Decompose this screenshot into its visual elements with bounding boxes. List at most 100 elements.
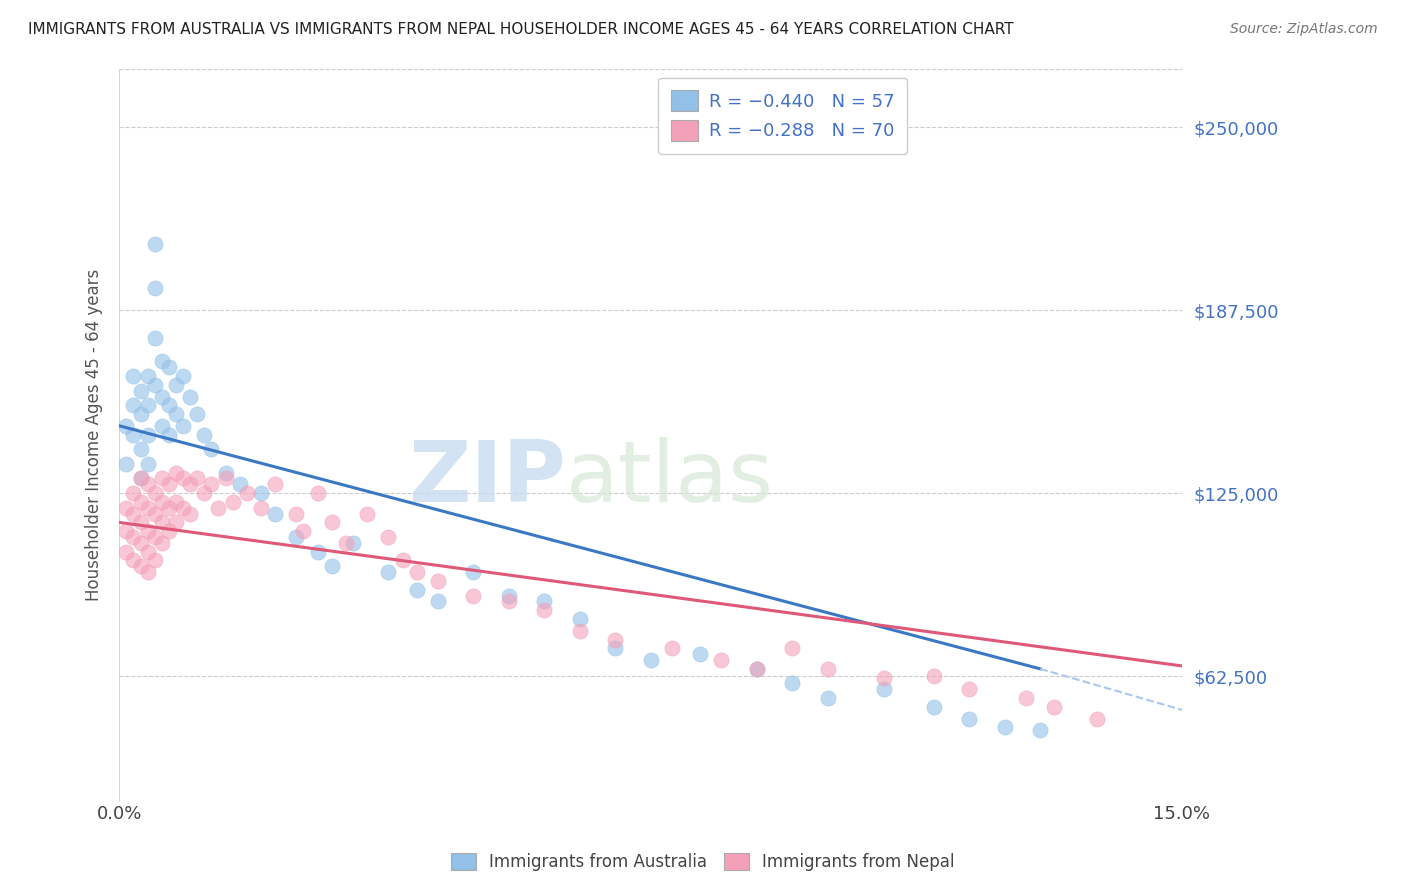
Point bbox=[463, 565, 485, 579]
Point bbox=[129, 495, 152, 509]
Point bbox=[150, 536, 173, 550]
Point bbox=[307, 486, 329, 500]
Point bbox=[228, 477, 250, 491]
Point bbox=[463, 589, 485, 603]
Point bbox=[405, 565, 427, 579]
Point bbox=[136, 457, 159, 471]
Point bbox=[150, 471, 173, 485]
Point bbox=[377, 530, 399, 544]
Point bbox=[873, 671, 896, 685]
Point bbox=[136, 398, 159, 412]
Point bbox=[172, 471, 194, 485]
Point bbox=[221, 495, 243, 509]
Point bbox=[922, 669, 945, 683]
Point bbox=[165, 516, 187, 530]
Legend: R = −0.440   N = 57, R = −0.288   N = 70: R = −0.440 N = 57, R = −0.288 N = 70 bbox=[658, 78, 907, 153]
Point bbox=[157, 398, 180, 412]
Point bbox=[1043, 700, 1066, 714]
Point bbox=[250, 500, 273, 515]
Point bbox=[115, 524, 138, 539]
Point bbox=[150, 495, 173, 509]
Point bbox=[129, 559, 152, 574]
Point bbox=[250, 486, 273, 500]
Point bbox=[745, 662, 768, 676]
Point bbox=[307, 545, 329, 559]
Point bbox=[710, 653, 733, 667]
Point bbox=[285, 507, 308, 521]
Point bbox=[817, 691, 839, 706]
Point bbox=[129, 471, 152, 485]
Point bbox=[780, 641, 803, 656]
Text: IMMIGRANTS FROM AUSTRALIA VS IMMIGRANTS FROM NEPAL HOUSEHOLDER INCOME AGES 45 - : IMMIGRANTS FROM AUSTRALIA VS IMMIGRANTS … bbox=[28, 22, 1014, 37]
Text: ZIP: ZIP bbox=[408, 437, 565, 520]
Point bbox=[122, 530, 145, 544]
Point bbox=[689, 647, 711, 661]
Point bbox=[136, 545, 159, 559]
Point bbox=[236, 486, 259, 500]
Point bbox=[143, 530, 166, 544]
Point bbox=[129, 384, 152, 398]
Point bbox=[533, 603, 555, 617]
Point bbox=[498, 594, 520, 608]
Point bbox=[264, 507, 287, 521]
Point bbox=[150, 354, 173, 368]
Point bbox=[157, 360, 180, 375]
Point bbox=[264, 477, 287, 491]
Point bbox=[427, 594, 450, 608]
Point bbox=[214, 466, 236, 480]
Point bbox=[115, 545, 138, 559]
Point bbox=[342, 536, 364, 550]
Point bbox=[186, 407, 208, 421]
Point bbox=[143, 553, 166, 567]
Point bbox=[200, 477, 222, 491]
Point bbox=[157, 500, 180, 515]
Point bbox=[179, 507, 201, 521]
Legend: Immigrants from Australia, Immigrants from Nepal: Immigrants from Australia, Immigrants fr… bbox=[443, 845, 963, 880]
Point bbox=[172, 369, 194, 384]
Point bbox=[179, 477, 201, 491]
Point bbox=[122, 427, 145, 442]
Point bbox=[356, 507, 378, 521]
Point bbox=[292, 524, 315, 539]
Point bbox=[780, 676, 803, 690]
Point bbox=[172, 500, 194, 515]
Point bbox=[172, 418, 194, 433]
Point bbox=[143, 486, 166, 500]
Point bbox=[143, 507, 166, 521]
Point bbox=[115, 418, 138, 433]
Point bbox=[129, 516, 152, 530]
Point bbox=[136, 565, 159, 579]
Point bbox=[165, 466, 187, 480]
Point bbox=[957, 712, 980, 726]
Point bbox=[157, 477, 180, 491]
Point bbox=[165, 495, 187, 509]
Point bbox=[391, 553, 413, 567]
Point bbox=[157, 524, 180, 539]
Point bbox=[157, 427, 180, 442]
Point bbox=[150, 390, 173, 404]
Point bbox=[115, 457, 138, 471]
Point bbox=[605, 632, 627, 647]
Point bbox=[122, 369, 145, 384]
Point bbox=[922, 700, 945, 714]
Point bbox=[207, 500, 229, 515]
Point bbox=[122, 486, 145, 500]
Point bbox=[200, 442, 222, 457]
Point bbox=[957, 682, 980, 697]
Point bbox=[745, 662, 768, 676]
Point bbox=[214, 471, 236, 485]
Point bbox=[533, 594, 555, 608]
Point bbox=[193, 427, 215, 442]
Point bbox=[136, 369, 159, 384]
Point bbox=[136, 524, 159, 539]
Point bbox=[179, 390, 201, 404]
Point bbox=[129, 471, 152, 485]
Point bbox=[143, 237, 166, 252]
Point bbox=[640, 653, 662, 667]
Point bbox=[129, 407, 152, 421]
Point bbox=[136, 477, 159, 491]
Point bbox=[150, 418, 173, 433]
Point bbox=[335, 536, 357, 550]
Point bbox=[377, 565, 399, 579]
Point bbox=[285, 530, 308, 544]
